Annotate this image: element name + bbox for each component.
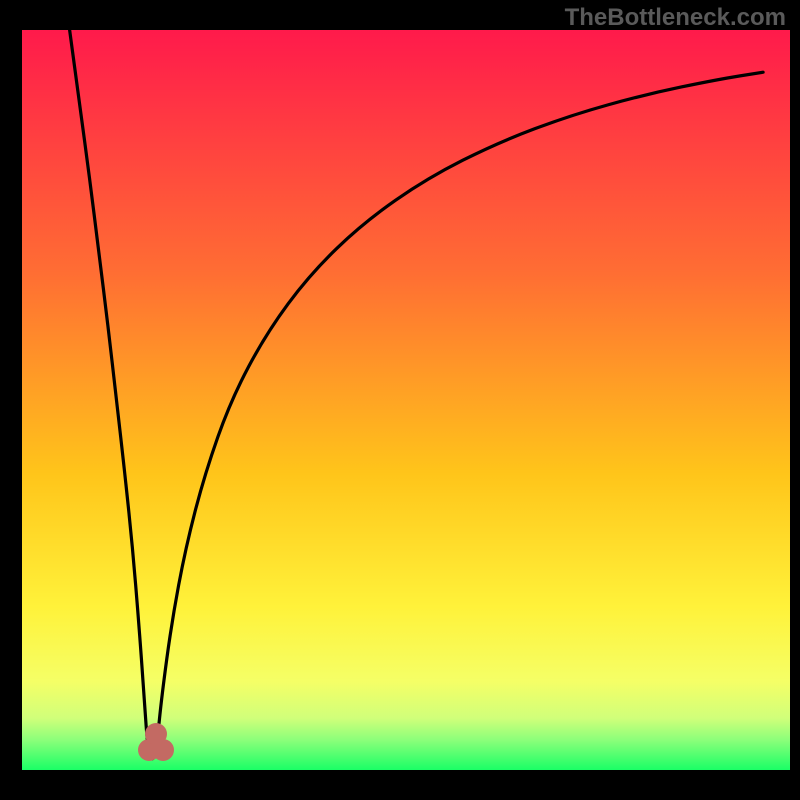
valley-marker [145,723,167,745]
curve-path [70,30,764,759]
watermark-text: TheBottleneck.com [565,4,786,32]
plot-area [22,30,790,770]
bottleneck-curve [22,30,790,770]
chart-frame: TheBottleneck.com [0,0,800,800]
